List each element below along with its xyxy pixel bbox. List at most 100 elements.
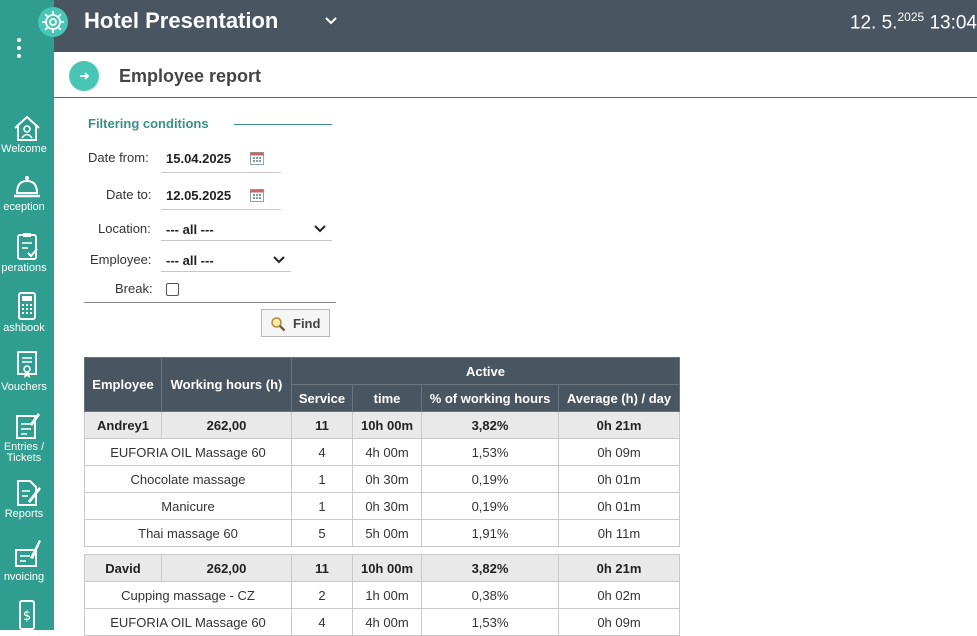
service-row: EUFORIA OIL Massage 60 4 4h 00m 1,53% 0h…	[84, 608, 680, 636]
employee-label: Employee:	[90, 252, 152, 267]
arrow-right-icon	[80, 72, 90, 80]
sidebar-item-label: Vouchers	[1, 381, 47, 393]
sidebar-item-label: Entries /	[3, 441, 45, 453]
active-time: 0h 30m	[352, 465, 422, 493]
pct-working-hours: 1,91%	[421, 519, 559, 547]
sidebar-item-operations[interactable]: perations	[0, 231, 54, 274]
search-icon	[271, 317, 286, 332]
date-main: 12. 5.	[849, 12, 898, 34]
employee-row: Andrey1 262,00 11 10h 00m 3,82% 0h 21m	[84, 411, 680, 439]
datetime-display: 12. 5.2025 13:04	[850, 10, 977, 34]
svg-text:$: $	[23, 609, 31, 624]
date-from-underline	[161, 172, 281, 173]
pct-working-hours: 3,82%	[421, 554, 559, 582]
avg-per-day: 0h 09m	[558, 438, 680, 466]
service-name: EUFORIA OIL Massage 60	[84, 608, 292, 636]
location-underline	[161, 240, 332, 241]
service-name: EUFORIA OIL Massage 60	[84, 438, 292, 466]
sidebar-item-cashbook[interactable]: ashbook	[0, 291, 54, 334]
avg-per-day: 0h 01m	[558, 465, 680, 493]
service-row: Cupping massage - CZ 2 1h 00m 0,38% 0h 0…	[84, 581, 680, 609]
sidebar-item-label: nvoicing	[3, 571, 45, 583]
avg-per-day: 0h 09m	[558, 608, 680, 636]
find-button[interactable]: Find	[261, 309, 330, 337]
sidebar-item-label: eception	[3, 201, 45, 213]
calendar-icon[interactable]	[250, 188, 264, 202]
service-count: 1	[291, 465, 353, 493]
location-label: Location:	[98, 221, 151, 236]
gear-icon	[42, 11, 64, 33]
service-name: Manicure	[84, 492, 292, 520]
employee-select[interactable]: --- all ---	[166, 253, 214, 268]
app-header: Hotel Presentation 12. 5.2025 13:04	[38, 0, 977, 52]
clipboard-icon	[17, 233, 38, 260]
service-row: Thai massage 60 5 5h 00m 1,91% 0h 11m	[84, 519, 680, 547]
pct-working-hours: 3,82%	[421, 411, 559, 439]
sidebar-item-mobile-pay[interactable]: $	[0, 600, 54, 630]
service-count: 2	[291, 581, 353, 609]
service-count: 5	[291, 519, 353, 547]
header-active: Active	[291, 357, 680, 385]
time: 13:04	[929, 12, 977, 34]
working-hours: 262,00	[161, 554, 292, 582]
date-from-input[interactable]: 15.04.2025	[166, 151, 232, 166]
break-label: Break:	[115, 281, 153, 296]
settings-button[interactable]	[38, 7, 68, 37]
sidebar-item-label: ashbook	[3, 322, 45, 334]
service-count: 4	[291, 608, 353, 636]
find-button-label: Find	[293, 316, 321, 331]
pct-working-hours: 0,19%	[421, 492, 559, 520]
working-hours: 262,00	[161, 411, 292, 439]
page-title: Employee report	[119, 66, 262, 86]
service-count: 4	[291, 438, 353, 466]
employee-report-table: Employee Working hours (h) Active Servic…	[84, 357, 680, 636]
location-select[interactable]: --- all ---	[166, 222, 214, 237]
chevron-down-icon[interactable]	[324, 14, 338, 28]
employee-name: Andrey1	[84, 411, 162, 439]
chevron-down-icon[interactable]	[272, 254, 286, 266]
avg-per-day: 0h 02m	[558, 581, 680, 609]
sidebar-item-label: Tickets	[6, 452, 42, 464]
service-name: Cupping massage - CZ	[84, 581, 292, 609]
header-service: Service	[291, 384, 353, 412]
service-count: 1	[291, 492, 353, 520]
service-count: 11	[291, 554, 353, 582]
group-spacer-cell	[84, 546, 680, 555]
calendar-icon[interactable]	[250, 151, 264, 165]
chevron-down-icon[interactable]	[313, 223, 327, 235]
report-icon	[17, 480, 41, 506]
sidebar-item-welcome[interactable]: Welcome	[0, 114, 54, 155]
date-to-input[interactable]: 12.05.2025	[166, 188, 232, 203]
filter-title: Filtering conditions	[88, 116, 209, 131]
sidebar-item-reception[interactable]: eception	[0, 172, 54, 213]
header-working-hours: Working hours (h)	[161, 357, 292, 412]
sidebar-item-reports[interactable]: Reports	[0, 477, 54, 520]
active-time: 4h 00m	[352, 438, 422, 466]
break-checkbox[interactable]	[166, 283, 179, 296]
service-row: Manicure 1 0h 30m 0,19% 0h 01m	[84, 492, 680, 520]
avg-per-day: 0h 21m	[558, 411, 680, 439]
sidebar-item-invoicing[interactable]: nvoicing	[0, 538, 54, 583]
sidebar-item-entries-tickets[interactable]: Entries / Tickets	[0, 410, 54, 464]
header-employee: Employee	[84, 357, 162, 412]
date-from-label: Date from:	[88, 150, 149, 165]
bell-icon	[14, 176, 40, 198]
employee-underline	[161, 271, 291, 272]
service-name: Chocolate massage	[84, 465, 292, 493]
date-year: 2025	[897, 10, 925, 24]
filter-separator	[84, 302, 336, 303]
sidebar-item-label: perations	[1, 262, 47, 274]
active-time: 0h 30m	[352, 492, 422, 520]
pct-working-hours: 0,19%	[421, 465, 559, 493]
kebab-menu-icon[interactable]	[17, 38, 21, 62]
header-avg: Average (h) / day	[558, 384, 680, 412]
navigate-button[interactable]	[69, 61, 99, 91]
group-spacer	[84, 546, 680, 555]
service-name: Thai massage 60	[84, 519, 292, 547]
service-count: 11	[291, 411, 353, 439]
dollar-phone-icon: $	[19, 600, 35, 630]
ticket-icon	[16, 413, 40, 439]
home-icon	[14, 115, 40, 141]
sidebar-item-vouchers[interactable]: Vouchers	[0, 350, 54, 393]
pct-working-hours: 0,38%	[421, 581, 559, 609]
